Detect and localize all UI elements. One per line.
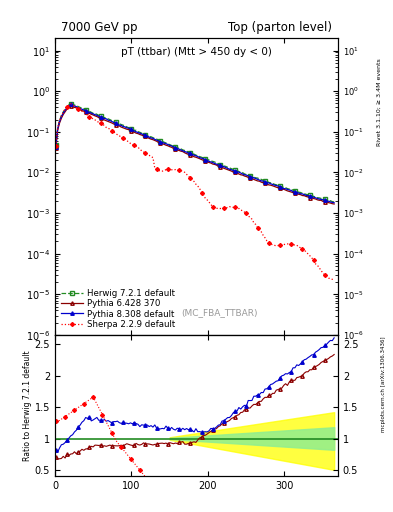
Sherpa 2.2.9 default bbox=[212, 205, 217, 211]
Line: Pythia 6.428 370: Pythia 6.428 370 bbox=[54, 104, 336, 206]
Text: Rivet 3.1.10; ≥ 3.4M events: Rivet 3.1.10; ≥ 3.4M events bbox=[377, 58, 382, 146]
Pythia 6.428 370 bbox=[68, 103, 73, 109]
Sherpa 2.2.9 default bbox=[53, 143, 58, 149]
Herwig 7.2.1 default bbox=[53, 142, 58, 148]
Pythia 6.428 370 bbox=[212, 161, 217, 167]
Text: 7000 GeV pp: 7000 GeV pp bbox=[61, 21, 137, 34]
Herwig 7.2.1 default bbox=[165, 141, 170, 147]
Text: Top (parton level): Top (parton level) bbox=[228, 21, 332, 34]
Sherpa 2.2.9 default bbox=[332, 276, 336, 282]
Y-axis label: Ratio to Herwig 7.2.1 default: Ratio to Herwig 7.2.1 default bbox=[23, 350, 32, 461]
Pythia 6.428 370 bbox=[53, 145, 58, 151]
Text: (MC_FBA_TTBAR): (MC_FBA_TTBAR) bbox=[181, 308, 257, 317]
Pythia 6.428 370 bbox=[165, 143, 170, 149]
Herwig 7.2.1 default bbox=[147, 133, 152, 139]
Line: Sherpa 2.2.9 default: Sherpa 2.2.9 default bbox=[54, 102, 336, 281]
Pythia 6.428 370 bbox=[248, 175, 252, 181]
Herwig 7.2.1 default bbox=[248, 173, 252, 179]
Sherpa 2.2.9 default bbox=[147, 152, 152, 158]
Line: Herwig 7.2.1 default: Herwig 7.2.1 default bbox=[54, 102, 336, 204]
Sherpa 2.2.9 default bbox=[285, 241, 290, 247]
Pythia 8.308 default bbox=[285, 186, 290, 193]
Text: mcplots.cern.ch [arXiv:1306.3436]: mcplots.cern.ch [arXiv:1306.3436] bbox=[381, 336, 386, 432]
Pythia 6.428 370 bbox=[201, 157, 206, 163]
Pythia 8.308 default bbox=[53, 144, 58, 150]
Sherpa 2.2.9 default bbox=[201, 191, 206, 197]
Pythia 6.428 370 bbox=[285, 188, 290, 194]
Herwig 7.2.1 default bbox=[212, 159, 217, 165]
Line: Pythia 8.308 default: Pythia 8.308 default bbox=[54, 102, 336, 204]
Pythia 6.428 370 bbox=[332, 201, 336, 207]
Pythia 8.308 default bbox=[165, 141, 170, 147]
Pythia 8.308 default bbox=[212, 160, 217, 166]
Pythia 6.428 370 bbox=[147, 135, 152, 141]
Pythia 8.308 default bbox=[248, 174, 252, 180]
Text: pT (ttbar) (Mtt > 450 dy < 0): pT (ttbar) (Mtt > 450 dy < 0) bbox=[121, 47, 272, 57]
Herwig 7.2.1 default bbox=[285, 185, 290, 191]
Sherpa 2.2.9 default bbox=[248, 215, 252, 221]
Herwig 7.2.1 default bbox=[201, 155, 206, 161]
Pythia 8.308 default bbox=[147, 134, 152, 140]
Herwig 7.2.1 default bbox=[68, 100, 73, 106]
Sherpa 2.2.9 default bbox=[165, 166, 170, 173]
Pythia 8.308 default bbox=[201, 156, 206, 162]
Legend: Herwig 7.2.1 default, Pythia 6.428 370, Pythia 8.308 default, Sherpa 2.2.9 defau: Herwig 7.2.1 default, Pythia 6.428 370, … bbox=[59, 287, 177, 331]
Pythia 8.308 default bbox=[68, 101, 73, 108]
Pythia 8.308 default bbox=[332, 200, 336, 206]
Sherpa 2.2.9 default bbox=[330, 276, 335, 283]
Sherpa 2.2.9 default bbox=[68, 100, 73, 106]
Herwig 7.2.1 default bbox=[332, 199, 336, 205]
